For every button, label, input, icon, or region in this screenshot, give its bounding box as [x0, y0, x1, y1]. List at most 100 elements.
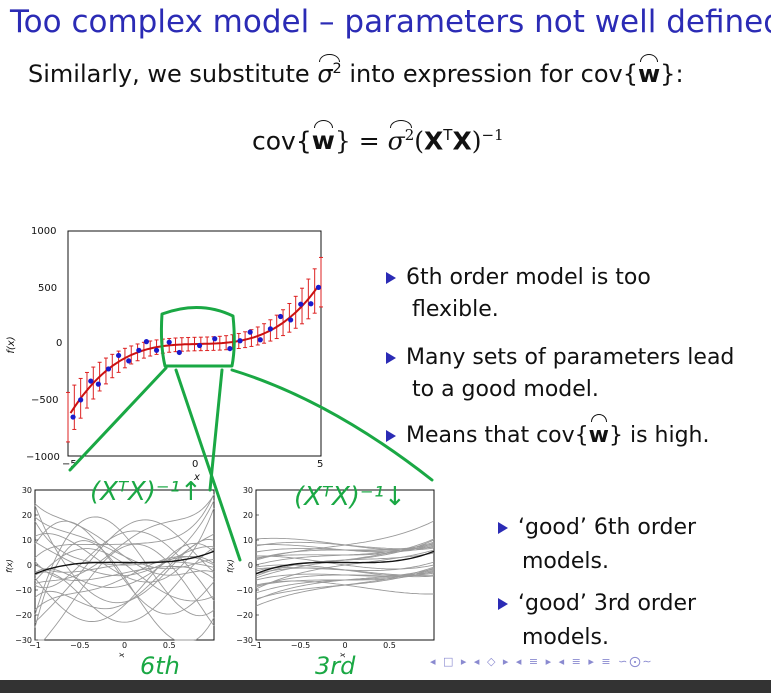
model-curve	[34, 542, 215, 622]
x-axis-label: x	[193, 472, 200, 483]
data-point	[227, 345, 233, 352]
bullet-triangle-icon	[386, 352, 396, 364]
sub-bullet-item-cont: models.	[522, 549, 609, 574]
ytick: 1000	[31, 226, 56, 237]
y-axis-label: f(x)	[6, 336, 17, 353]
xtick: 0	[122, 641, 127, 650]
bullet-item: 6th order model is too	[386, 262, 651, 294]
zoom-line	[68, 366, 168, 472]
sub-bullet-item-cont: models.	[522, 625, 609, 650]
xtick: 0	[192, 459, 198, 470]
model-curve	[255, 552, 435, 577]
data-point	[78, 397, 84, 403]
data-point	[126, 358, 132, 364]
slide-title: Too complex model – parameters not well …	[10, 4, 771, 40]
ytick: 30	[22, 486, 32, 495]
subtitle-pre: Similarly, we substitute	[28, 60, 310, 88]
bullet-triangle-icon	[498, 598, 508, 610]
ytick: 30	[243, 486, 253, 495]
model-curve	[255, 520, 435, 561]
ytick: −500	[31, 395, 58, 406]
model-curve	[34, 493, 215, 559]
subtitle-end: }:	[660, 60, 684, 88]
model-curve	[34, 555, 215, 611]
zoom-box-annotation	[159, 305, 236, 368]
model-curve	[34, 548, 215, 602]
small-plot-6th-curves	[34, 493, 215, 641]
ytick: −1000	[26, 452, 60, 463]
ytick: −30	[15, 636, 32, 645]
ytick: 0	[56, 338, 62, 349]
xtick: 5	[317, 459, 323, 470]
bullet-item: Many sets of parameters lead	[386, 342, 734, 374]
footer-bar	[0, 680, 771, 693]
y-axis-label: f(x)	[226, 559, 235, 573]
bullet-item-cont: flexible.	[412, 297, 499, 322]
bullet-triangle-icon	[386, 430, 396, 442]
data-point	[196, 342, 203, 349]
x-axis-label: x	[117, 652, 126, 658]
xtick: −1	[29, 641, 41, 650]
model-curve	[34, 500, 215, 588]
beamer-navigation[interactable]: ◂ □ ▸ ◂ ◇ ▸ ◂ ≡ ▸ ◂ ≡ ▸ ≡ ∽⨀∼	[430, 655, 654, 668]
bullet-item-cont: to a good model.	[412, 377, 599, 402]
left-caption-6th: 6th	[140, 652, 180, 680]
data-point	[308, 301, 314, 307]
model-curve	[34, 519, 215, 623]
ytick: 10	[22, 536, 32, 545]
data-point	[95, 381, 101, 387]
ytick: 0	[248, 561, 253, 570]
xtick: 0	[342, 641, 347, 650]
small-plot-6th-ticks: 30 20 10 0 −10 −20 −30−1 −0.5 0 0.5	[15, 486, 176, 650]
data-point	[176, 349, 182, 356]
xtick: 0.5	[163, 641, 176, 650]
data-point	[257, 337, 263, 343]
right-handwritten-label: (XᵀX)⁻¹↓	[294, 482, 406, 512]
small-plot-3rd-curves	[255, 520, 435, 607]
ytick: −30	[236, 636, 253, 645]
sub-bullet-item: ‘good’ 6th order	[498, 512, 696, 544]
xtick: 0.5	[383, 641, 396, 650]
bullet-triangle-icon	[498, 522, 508, 534]
true-function-curve	[255, 550, 435, 575]
slide-subtitle: Similarly, we substitute σ2 into express…	[28, 54, 684, 88]
xtick: −0.5	[70, 641, 89, 650]
left-handwritten-label: (XᵀX)⁻¹↑	[90, 477, 202, 507]
y-axis-label: f(x)	[5, 559, 14, 573]
small-plot-3rd: 30 20 10 0 −10 −20 −30−1 −0.5 0 0.5 f(x) x	[226, 486, 435, 658]
bullet-item: Means that cov{w} is high.	[386, 414, 709, 452]
true-function-curve	[34, 550, 215, 575]
ytick: −20	[15, 611, 32, 620]
covariance-formula: cov{w} = σ2(XTX)−1	[252, 119, 504, 156]
data-point	[88, 378, 94, 384]
data-point	[237, 338, 243, 344]
fit-curve	[69, 285, 320, 414]
main-plot: 1000 500 0 −500 −1000 −5 0 5 x f(x)	[6, 226, 323, 483]
model-curve	[34, 541, 215, 577]
data-point	[116, 352, 122, 359]
model-curve	[255, 544, 435, 553]
data-point	[166, 339, 172, 345]
handwritten-annotations: (XᵀX)⁻¹↑ (XᵀX)⁻¹↓ 6th 3rd	[68, 305, 434, 680]
ytick: 20	[243, 511, 253, 520]
small-plot-3rd-ticks: 30 20 10 0 −10 −20 −30−1 −0.5 0 0.5	[236, 486, 396, 650]
model-curve	[34, 503, 215, 576]
data-point	[315, 284, 322, 291]
xtick: −5	[62, 459, 77, 470]
data-point	[267, 326, 273, 332]
ytick: 500	[38, 283, 57, 294]
model-curve	[35, 543, 215, 641]
model-curve	[34, 530, 215, 601]
ytick: 0	[27, 561, 32, 570]
model-curve	[255, 570, 435, 587]
model-curve	[34, 520, 215, 615]
data-point	[153, 347, 160, 353]
right-caption-3rd: 3rd	[315, 652, 356, 680]
model-curve	[34, 561, 215, 581]
data-point	[143, 339, 150, 345]
zoom-line	[230, 368, 434, 482]
data-point	[288, 317, 294, 323]
bullet-triangle-icon	[386, 272, 396, 284]
data-point	[298, 301, 304, 307]
